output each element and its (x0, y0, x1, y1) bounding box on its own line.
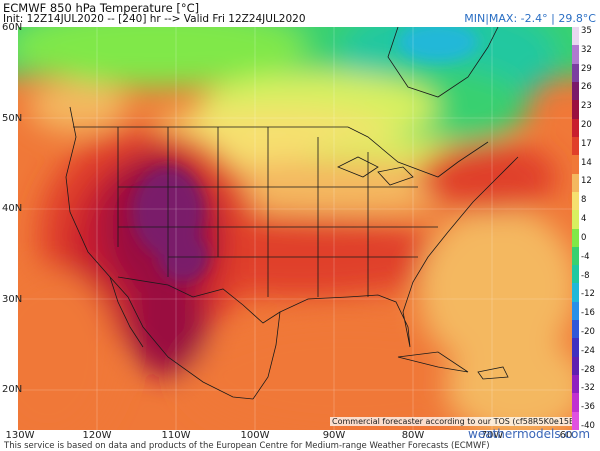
colorbar-swatch (572, 356, 579, 376)
colorbar-swatch (572, 301, 579, 321)
brand-link[interactable]: weathermodels.com (468, 427, 591, 441)
colorbar-label: 35 (581, 26, 592, 36)
colorbar-swatch (572, 136, 579, 156)
colorbar-swatch (572, 411, 579, 431)
colorbar-swatch (572, 375, 579, 394)
colorbar-label: -12 (581, 289, 595, 300)
graticule (18, 27, 572, 430)
min-max-readout: MIN|MAX: -2.4° | 29.8°C (464, 12, 596, 25)
tos-notice: Commercial forecaster according to our T… (330, 417, 595, 426)
colorbar-label: 17 (581, 138, 592, 149)
header: ECMWF 850 hPa Temperature [°C] Init: 12Z… (0, 0, 600, 27)
colorbar-label: 4 (581, 214, 587, 225)
colorbar-label: 12 (581, 176, 592, 187)
lat-label-20n: 20N (2, 384, 23, 395)
lon-label-60w: 60 (559, 430, 573, 441)
lat-label-50n: 50N (2, 113, 23, 124)
colorbar-swatch (572, 228, 579, 248)
colorbar-label: -36 (581, 402, 595, 413)
colorbar-label: -24 (581, 345, 595, 356)
colorbar-swatch (572, 118, 579, 138)
lon-label-130w: 130W (5, 430, 35, 441)
lon-label-100w: 100W (240, 430, 270, 441)
colorbar-swatch (572, 100, 579, 120)
colorbar-label: -40 (581, 421, 595, 431)
lon-label-80w: 80W (401, 430, 425, 441)
lat-label-30n: 30N (2, 294, 23, 305)
colorbar-label: -4 (581, 251, 590, 262)
colorbar: 35 32 29 26 23 20 17 14 12 8 4 0 -4 -8 -12 -16 -20 -24 -28… (572, 26, 600, 431)
lat-label-40n: 40N (2, 203, 23, 214)
lon-label-90w: 90W (322, 430, 346, 441)
colorbar-swatch (572, 27, 579, 46)
colorbar-label: -20 (581, 326, 595, 337)
colorbar-swatch (572, 246, 579, 266)
colorbar-label: -32 (581, 383, 595, 394)
colorbar-swatch (572, 45, 579, 65)
lon-label-120w: 120W (82, 430, 112, 441)
colorbar-label: 23 (581, 101, 592, 112)
colorbar-swatch (572, 338, 579, 358)
colorbar-label: 32 (581, 44, 592, 55)
init-valid-line: Init: 12Z14JUL2020 -- [240] hr --> Valid… (3, 13, 306, 25)
colorbar-label: -8 (581, 270, 590, 281)
lon-label-110w: 110W (161, 430, 191, 441)
credit-line: This service is based on data and produc… (4, 441, 490, 451)
colorbar-swatch (572, 155, 579, 175)
temperature-map (18, 27, 572, 430)
colorbar-swatch (572, 63, 579, 83)
colorbar-label: 14 (581, 157, 592, 168)
colorbar-label: 26 (581, 82, 592, 93)
coastlines-borders (65, 27, 519, 400)
colorbar-swatch (572, 393, 579, 413)
colorbar-label: 29 (581, 63, 592, 74)
colorbar-swatch (572, 210, 579, 229)
lat-label-60n: 60N (2, 22, 23, 33)
colorbar-label: -16 (581, 308, 595, 319)
colorbar-swatch (572, 265, 579, 284)
colorbar-swatch (572, 191, 579, 211)
colorbar-label: 8 (581, 195, 587, 206)
colorbar-label: 0 (581, 232, 587, 243)
colorbar-swatch (572, 283, 579, 303)
colorbar-label: -28 (581, 364, 595, 375)
lon-label-70w: 70W (480, 430, 504, 441)
colorbar-swatch (572, 173, 579, 193)
colorbar-swatch (572, 81, 579, 101)
colorbar-swatch (572, 320, 579, 339)
colorbar-label: 20 (581, 120, 592, 131)
map-title: ECMWF 850 hPa Temperature [°C] (3, 1, 200, 15)
